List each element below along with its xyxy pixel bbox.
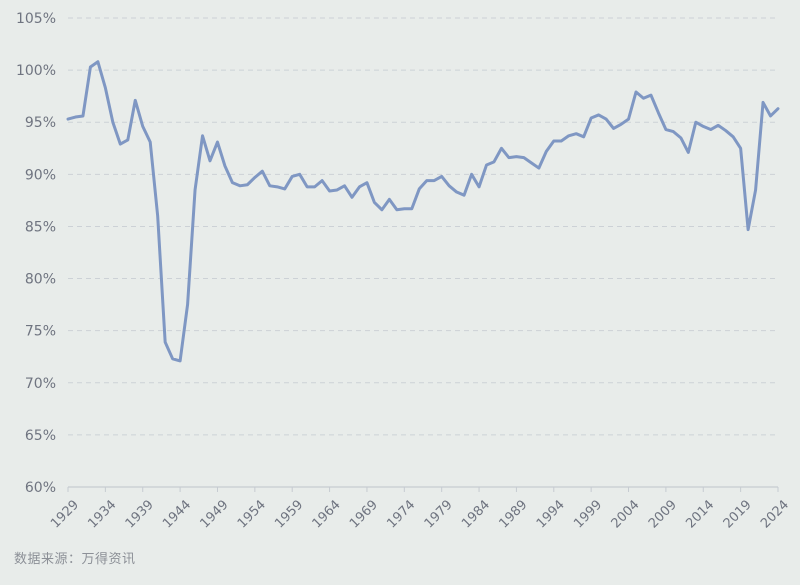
x-tick-label: 1964 [310,497,344,531]
y-axis: 60% 65% 70% 75% 80% 85% 90% 95% 100% 105% [16,11,56,496]
y-tick-label: 90% [25,167,56,183]
x-tick-label: 2004 [609,497,643,531]
y-tick-label: 100% [16,63,56,79]
x-tick-label: 1979 [422,497,456,531]
series-group [66,60,780,363]
y-tick-label: 80% [25,272,56,288]
x-tick-label: 1939 [123,497,157,531]
x-tick-label: 2019 [721,497,755,531]
y-tick-label: 75% [25,324,56,340]
y-tick-label: 65% [25,428,56,444]
x-tick-label: 1969 [347,497,381,531]
x-tick-label: 2014 [683,497,717,531]
data-source-note: 数据来源：万得资讯 [14,552,136,567]
grid-lines [68,17,778,488]
x-tick-label: 2024 [758,497,792,531]
y-tick-label: 60% [25,480,56,496]
x-axis: 1929 1934 1939 1944 1949 1954 1959 1964 1969 1974… [48,487,792,531]
x-tick-label: 1989 [496,497,530,531]
x-tick-label: 1999 [571,497,605,531]
x-tick-label: 1984 [459,497,493,531]
x-tick-label: 1994 [534,497,568,531]
x-tick-label: 1954 [235,497,269,531]
x-tick-label: 1934 [85,497,119,531]
x-tick-label: 2009 [646,497,680,531]
x-tick-label: 1959 [272,497,306,531]
y-tick-label: 70% [25,376,56,392]
y-tick-label: 105% [16,11,56,27]
line-chart: 60%65%70%75%80%85%90%95%100%105% 1929 193… [16,11,792,531]
x-tick-label: 1974 [384,497,418,531]
x-tick-label: 1944 [160,497,194,531]
x-tick-label: 1949 [198,497,232,531]
series-line [66,60,780,363]
y-tick-label: 85% [25,219,56,235]
y-tick-label: 95% [25,115,56,131]
x-tick-label: 1929 [48,497,82,531]
